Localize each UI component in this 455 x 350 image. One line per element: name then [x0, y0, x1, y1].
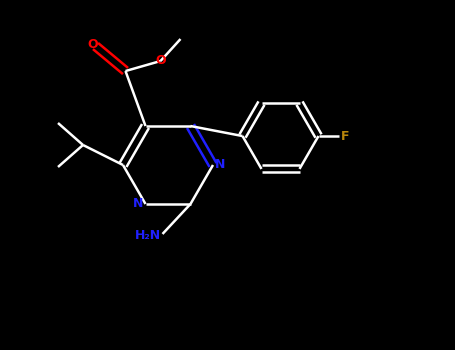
Text: H₂N: H₂N: [134, 229, 161, 242]
Text: N: N: [215, 159, 225, 172]
Text: N: N: [133, 197, 143, 210]
Text: F: F: [340, 130, 349, 142]
Text: O: O: [87, 38, 98, 51]
Text: O: O: [155, 54, 166, 67]
